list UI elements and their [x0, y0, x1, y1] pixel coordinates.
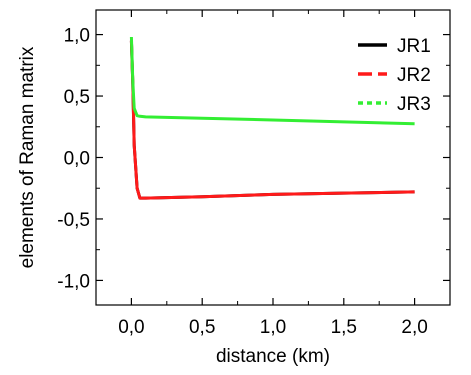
series-line-jr3	[129, 36, 415, 126]
x-tick-label: 1,5	[331, 317, 357, 338]
x-tick-label: 1,0	[260, 317, 286, 338]
legend-label-jr2: JR2	[397, 65, 431, 86]
x-tick-label: 2,0	[401, 317, 427, 338]
y-tick-label: 1,0	[64, 26, 90, 47]
y-tick-label: 0,0	[64, 149, 90, 170]
series-line-jr2	[129, 40, 415, 200]
y-tick-label: 0,5	[64, 87, 90, 108]
y-tick-label: -1,0	[57, 271, 90, 292]
y-tick-label: -0,5	[57, 210, 90, 231]
x-tick-label: 0,5	[189, 317, 215, 338]
x-axis-label: distance (km)	[216, 346, 330, 367]
y-axis-label: elements of Raman matrix	[17, 46, 38, 268]
legend-label-jr1: JR1	[397, 36, 431, 57]
legend-label-jr3: JR3	[397, 94, 431, 115]
x-tick-label: 0,0	[118, 317, 144, 338]
